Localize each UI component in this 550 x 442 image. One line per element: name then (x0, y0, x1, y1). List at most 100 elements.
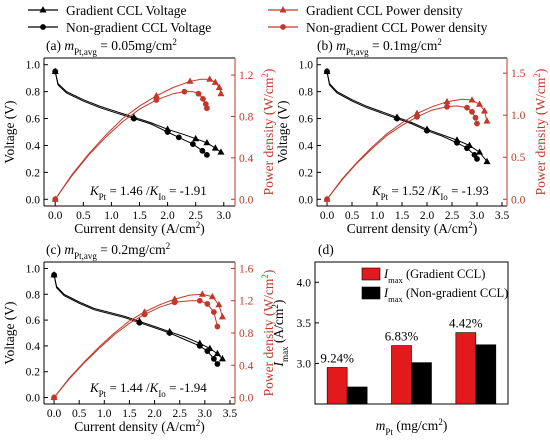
x-tick-label: 3.5 (495, 210, 510, 222)
data-point (414, 113, 420, 120)
data-point (51, 272, 57, 278)
data-point (175, 134, 182, 141)
bar-legend-label: Imax (Non-gradient CCL) (383, 286, 508, 304)
y-left-tick-label: 0.0 (26, 194, 41, 206)
y-right-tick-label: 0.0 (239, 194, 254, 206)
data-point (136, 319, 143, 326)
panel-title: (c) mPt,avg = 0.2mg/cm2 (46, 241, 170, 261)
legend-label: Gradient CCL Power density (306, 3, 463, 18)
y-right-tick-label: 0.4 (239, 153, 254, 165)
data-point (200, 95, 206, 102)
legend-label: Gradient CCL Voltage (66, 3, 187, 18)
bar-label: 6.83% (385, 329, 419, 344)
data-point (218, 313, 226, 320)
legend-marker (39, 6, 47, 13)
data-point (454, 139, 460, 146)
y-left-tick-label: 0.8 (299, 87, 314, 99)
data-point (424, 127, 430, 134)
panel-title: (b) mPt,avg = 0.1mg/cm2 (317, 37, 442, 57)
x-tick-label: 1.5 (122, 408, 137, 420)
x-tick-label: 2.0 (147, 408, 162, 420)
legend-marker (40, 24, 46, 30)
bar (391, 345, 412, 405)
bar (475, 344, 497, 405)
data-point (196, 343, 203, 349)
x-tick-label: 1.0 (370, 210, 385, 222)
data-point (164, 129, 171, 135)
y-left-tick-label: 0.2 (26, 367, 41, 379)
x-tick-label: 0.0 (48, 210, 63, 222)
x-tick-label: 1.0 (97, 408, 112, 420)
y-left-tick-label: 0.0 (26, 393, 41, 405)
y-right-tick-label: 1.5 (511, 68, 526, 80)
y-left-tick-label: 0.0 (299, 194, 314, 206)
series-non-gradient-ccl-voltage (324, 68, 480, 162)
data-point (171, 299, 178, 306)
y-right-tick-label: 1.0 (511, 110, 526, 122)
data-point (204, 105, 210, 112)
data-point (469, 108, 475, 115)
data-point (324, 68, 330, 75)
data-point (196, 297, 203, 304)
y-tick-label: 3.0 (297, 358, 312, 370)
y-tick-label: 3.5 (297, 318, 312, 330)
y-right-tick-label: 0.8 (239, 328, 254, 340)
data-point (474, 156, 480, 162)
x-tick-label: 0.0 (320, 210, 335, 222)
x-axis-label: Current density (A/cm2) (74, 220, 204, 236)
legend-marker (280, 24, 286, 30)
y-axis-label: Imax (A/cm2) (270, 300, 290, 368)
data-point (204, 151, 210, 158)
data-point (210, 309, 217, 315)
series-line (326, 71, 478, 160)
data-point (186, 77, 194, 84)
panel-b: 0.0 0.5 1.0 1.5 2.0 2.5 3.0 3.50.00.20.40.60.81… (275, 37, 548, 236)
y-tick-label: 4.0 (297, 277, 312, 289)
x-tick-label: 3.0 (217, 210, 232, 222)
data-point (217, 148, 225, 155)
legend-label: Non-gradient CCL Power density (306, 20, 488, 35)
data-point (475, 148, 484, 155)
x-tick-label: 2.5 (173, 408, 188, 420)
panel-title: (a) mPt,avg = 0.05mg/cm2 (46, 37, 177, 57)
series-non-gradient-ccl-voltage (51, 272, 221, 367)
data-point (468, 96, 476, 103)
y-left-tick-label: 0.2 (26, 167, 41, 179)
data-point (464, 145, 470, 152)
series-line (54, 71, 222, 153)
data-point (52, 68, 59, 75)
data-point (214, 323, 221, 330)
y-right-tick-label: 1.2 (239, 296, 254, 308)
bar-legend-label: Imax (Gradient CCL) (383, 267, 485, 285)
y-left-axis-label: Voltage (V) (2, 100, 17, 163)
x-tick-label: 3.5 (223, 408, 238, 420)
x-axis-label: Current density (A/cm2) (347, 220, 477, 236)
y-left-tick-label: 0.2 (299, 167, 314, 179)
y-left-tick-label: 0.4 (299, 140, 314, 152)
data-point (199, 147, 206, 154)
series-non-gradient-ccl-power-density (51, 297, 221, 401)
panel-a: 0.0 0.5 1.0 1.5 2.0 2.5 3.0 0.0 0.2 0.4 0.6 0.8 1.0 0… (2, 37, 276, 236)
y-right-axis-label: Power density (W/cm2) (260, 270, 276, 397)
bar (411, 362, 432, 405)
data-point (213, 349, 221, 357)
y-right-tick-label: 0.0 (239, 393, 254, 405)
x-axis-label: Current density (A/cm2) (74, 418, 204, 434)
data-point (483, 117, 491, 124)
data-point (215, 300, 223, 308)
data-point (208, 292, 216, 300)
y-left-axis-label: Voltage (V) (2, 301, 17, 364)
x-tick-label: 2.0 (420, 210, 435, 222)
panel-title: (d) (318, 242, 334, 257)
legend-marker (279, 6, 287, 13)
data-point (52, 196, 59, 203)
bar-legend-swatch (361, 286, 381, 300)
y-right-tick-label: 0.8 (239, 111, 254, 123)
panel-d: 3.0 3.5 4.0 9.24% 6.83% 4.42% Imax (Gradient C… (270, 242, 509, 437)
x-tick-label: 3.0 (198, 408, 213, 420)
series-line (326, 71, 488, 162)
x-tick-label: 3.0 (470, 210, 485, 222)
legend-entry: Non-gradient CCL Voltage (28, 20, 211, 35)
series-non-gradient-ccl-power-density (324, 103, 480, 203)
x-tick-label: 2.5 (445, 210, 460, 222)
